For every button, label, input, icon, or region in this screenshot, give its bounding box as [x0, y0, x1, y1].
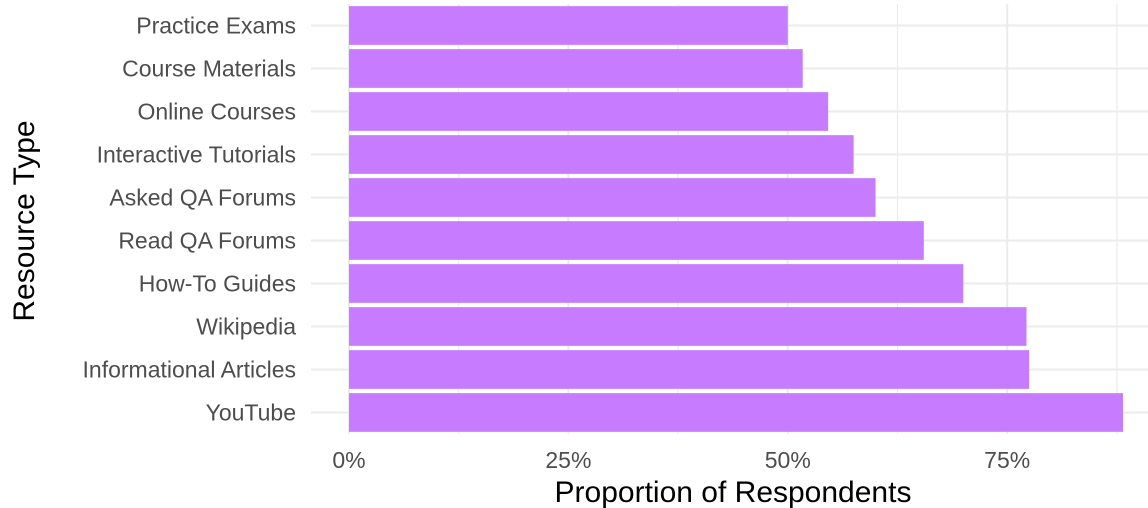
y-tick-label: Read QA Forums [118, 228, 296, 254]
x-axis-ticks: 0% 25% 50% 75% [332, 447, 1030, 473]
bar [349, 178, 876, 217]
bar [349, 135, 854, 174]
bar [349, 49, 803, 88]
bar [349, 307, 1027, 346]
y-tick-label: YouTube [206, 400, 296, 426]
y-tick-label: Asked QA Forums [109, 185, 296, 211]
bar [349, 6, 788, 45]
bar [349, 393, 1124, 432]
bar [349, 92, 829, 131]
y-tick-label: Informational Articles [83, 357, 296, 383]
bar [349, 350, 1030, 389]
x-tick-label: 25% [545, 447, 591, 473]
y-axis-ticks: Practice Exams Course Materials Online Cou… [83, 13, 297, 426]
y-tick-label: Online Courses [137, 99, 296, 125]
y-tick-label: Course Materials [122, 56, 296, 82]
bar [349, 264, 964, 303]
y-tick-label: How-To Guides [139, 271, 296, 297]
bars [349, 6, 1124, 432]
x-tick-label: 75% [984, 447, 1030, 473]
y-tick-label: Wikipedia [196, 314, 296, 340]
x-tick-label: 50% [765, 447, 811, 473]
x-axis-title: Proportion of Respondents [555, 476, 912, 508]
y-axis-title: Resource Type [8, 120, 41, 321]
x-tick-label: 0% [332, 447, 365, 473]
bar [349, 221, 924, 260]
y-tick-label: Practice Exams [136, 13, 296, 39]
y-tick-label: Interactive Tutorials [97, 142, 296, 168]
